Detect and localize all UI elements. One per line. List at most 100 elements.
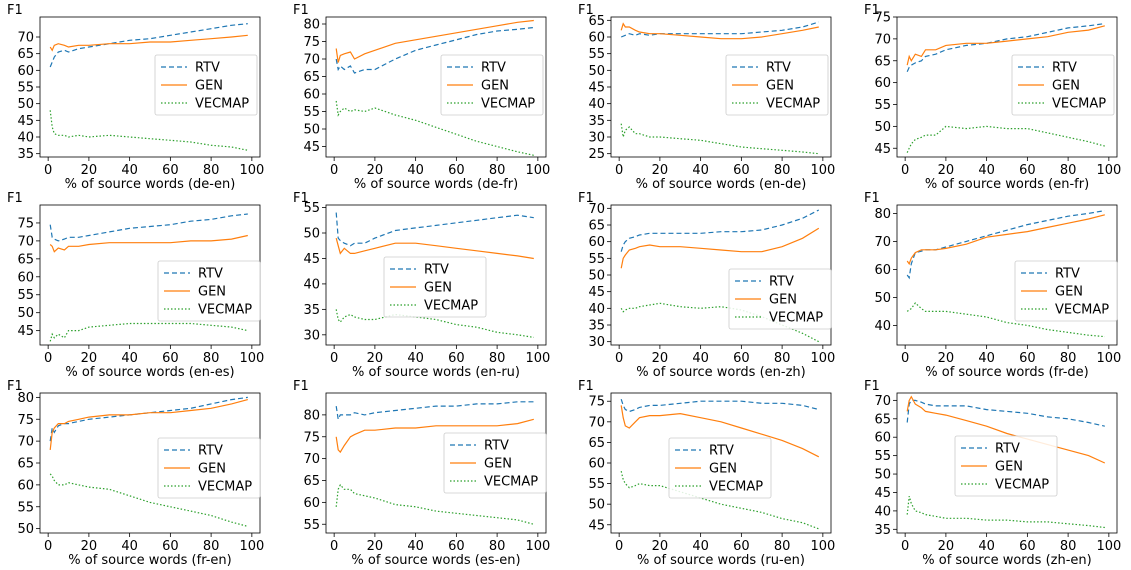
y-axis-label: F1 xyxy=(293,3,309,18)
y-tick-label: 75 xyxy=(874,11,891,26)
legend-label: GEN xyxy=(481,79,509,94)
series-line-rtv xyxy=(620,21,819,38)
legend: RTV GEN VECMAP xyxy=(1014,260,1118,322)
legend: RTV GEN VECMAP xyxy=(443,432,547,494)
x-tick-label: 100 xyxy=(525,351,550,366)
x-tick-label: 80 xyxy=(203,539,220,554)
y-tick-label: 65 xyxy=(588,436,605,451)
x-tick-label: 100 xyxy=(810,163,835,178)
legend-box xyxy=(728,268,832,330)
y-axis-label: F1 xyxy=(293,379,309,394)
legend-box xyxy=(954,435,1058,497)
x-tick-label: 100 xyxy=(810,539,835,554)
y-tick-label: 65 xyxy=(303,474,320,489)
y-tick-label: 60 xyxy=(303,88,320,103)
plot-frame xyxy=(325,16,547,158)
series-line-rtv xyxy=(620,399,819,413)
series-line-rtv xyxy=(335,212,534,247)
legend-label: RTV xyxy=(481,61,506,76)
y-axis-label: F1 xyxy=(7,191,23,206)
legend-label: GEN xyxy=(198,285,226,300)
x-tick-label: 100 xyxy=(525,163,550,178)
subplot-4: F1 45 50 55 60 65 70 75 0 20 40 60 80 100 % of source … xyxy=(864,3,1121,192)
legend-label: GEN xyxy=(195,79,223,94)
y-tick-label: 30 xyxy=(588,131,605,146)
subplot-12: F1 35 40 45 50 55 60 65 70 0 20 40 60 80 100 % of sourc… xyxy=(864,379,1121,568)
y-tick-label: 65 xyxy=(17,457,34,472)
x-tick-label: 0 xyxy=(901,351,909,366)
legend-box xyxy=(154,54,258,116)
y-tick-label: 45 xyxy=(303,252,320,267)
y-tick-label: 75 xyxy=(303,430,320,445)
y-tick-label: 45 xyxy=(588,285,605,300)
y-tick-label: 80 xyxy=(17,391,34,406)
legend-label: RTV xyxy=(424,263,449,278)
legend-label: RTV xyxy=(769,275,794,290)
y-tick-label: 40 xyxy=(588,97,605,112)
y-tick-label: 55 xyxy=(588,252,605,267)
x-tick-label: 80 xyxy=(203,163,220,178)
series-line-vecmap xyxy=(335,483,534,525)
y-tick-label: 35 xyxy=(588,114,605,129)
x-tick-label: 0 xyxy=(44,539,52,554)
y-tick-label: 60 xyxy=(874,263,891,278)
x-tick-label: 60 xyxy=(448,539,465,554)
subplot-10: F1 55 60 65 70 75 80 0 20 40 60 80 100 % of source wo… xyxy=(293,379,550,568)
legend-label: RTV xyxy=(995,442,1020,457)
x-tick-label: 80 xyxy=(1060,351,1077,366)
x-tick-label: 80 xyxy=(1060,539,1077,554)
legend-label: RTV xyxy=(766,61,791,76)
x-tick-label: 80 xyxy=(774,351,791,366)
y-tick-label: 55 xyxy=(17,288,34,303)
plot-frame xyxy=(39,16,261,158)
x-tick-label: 80 xyxy=(1060,163,1077,178)
y-tick-label: 75 xyxy=(303,35,320,50)
y-tick-label: 35 xyxy=(874,523,891,538)
subplot-11: F1 45 50 55 60 65 70 75 0 20 40 60 80 100 % of source … xyxy=(578,379,835,568)
y-tick-label: 55 xyxy=(303,105,320,120)
series-line-gen xyxy=(620,227,820,269)
y-tick-label: 40 xyxy=(588,302,605,317)
y-tick-label: 50 xyxy=(17,306,34,321)
x-tick-label: 100 xyxy=(239,539,264,554)
x-tick-label: 0 xyxy=(330,163,338,178)
x-axis-label: % of source words (fr-de) xyxy=(925,365,1088,380)
x-tick-label: 80 xyxy=(489,163,506,178)
y-tick-label: 50 xyxy=(17,522,34,537)
legend-label: GEN xyxy=(769,293,797,308)
x-tick-label: 60 xyxy=(448,351,465,366)
legend-box xyxy=(440,54,544,116)
x-tick-label: 0 xyxy=(330,351,338,366)
legend-label: RTV xyxy=(198,444,223,459)
y-tick-label: 80 xyxy=(303,18,320,33)
x-tick-label: 80 xyxy=(489,539,506,554)
legend: RTV GEN VECMAP xyxy=(728,268,832,330)
series-line-rtv xyxy=(49,396,248,442)
x-axis-label: % of source words (de-en) xyxy=(65,177,236,192)
x-axis-label: % of source words (en-zh) xyxy=(636,365,805,380)
y-tick-label: 65 xyxy=(588,14,605,29)
x-tick-label: 60 xyxy=(733,163,750,178)
legend: RTV GEN VECMAP xyxy=(154,54,258,116)
y-tick-label: 50 xyxy=(588,64,605,79)
legend: RTV GEN VECMAP xyxy=(954,435,1058,497)
x-tick-label: 0 xyxy=(44,163,52,178)
x-tick-label: 40 xyxy=(121,539,138,554)
y-tick-label: 70 xyxy=(588,202,605,217)
legend-label: VECMAP xyxy=(195,97,249,112)
plot-frame xyxy=(325,204,547,346)
y-axis-label: F1 xyxy=(7,3,23,18)
legend-label: RTV xyxy=(195,61,220,76)
series-line-gen xyxy=(906,395,1106,464)
x-tick-label: 60 xyxy=(448,163,465,178)
x-axis-label: % of source words (zh-en) xyxy=(922,553,1091,568)
y-tick-label: 60 xyxy=(874,431,891,446)
y-tick-label: 60 xyxy=(17,64,34,79)
y-tick-label: 60 xyxy=(17,270,34,285)
y-tick-label: 55 xyxy=(588,477,605,492)
x-tick-label: 100 xyxy=(1096,163,1121,178)
y-tick-label: 60 xyxy=(588,31,605,46)
x-tick-label: 60 xyxy=(733,351,750,366)
x-axis-label: % of source words (en-ru) xyxy=(352,365,520,380)
